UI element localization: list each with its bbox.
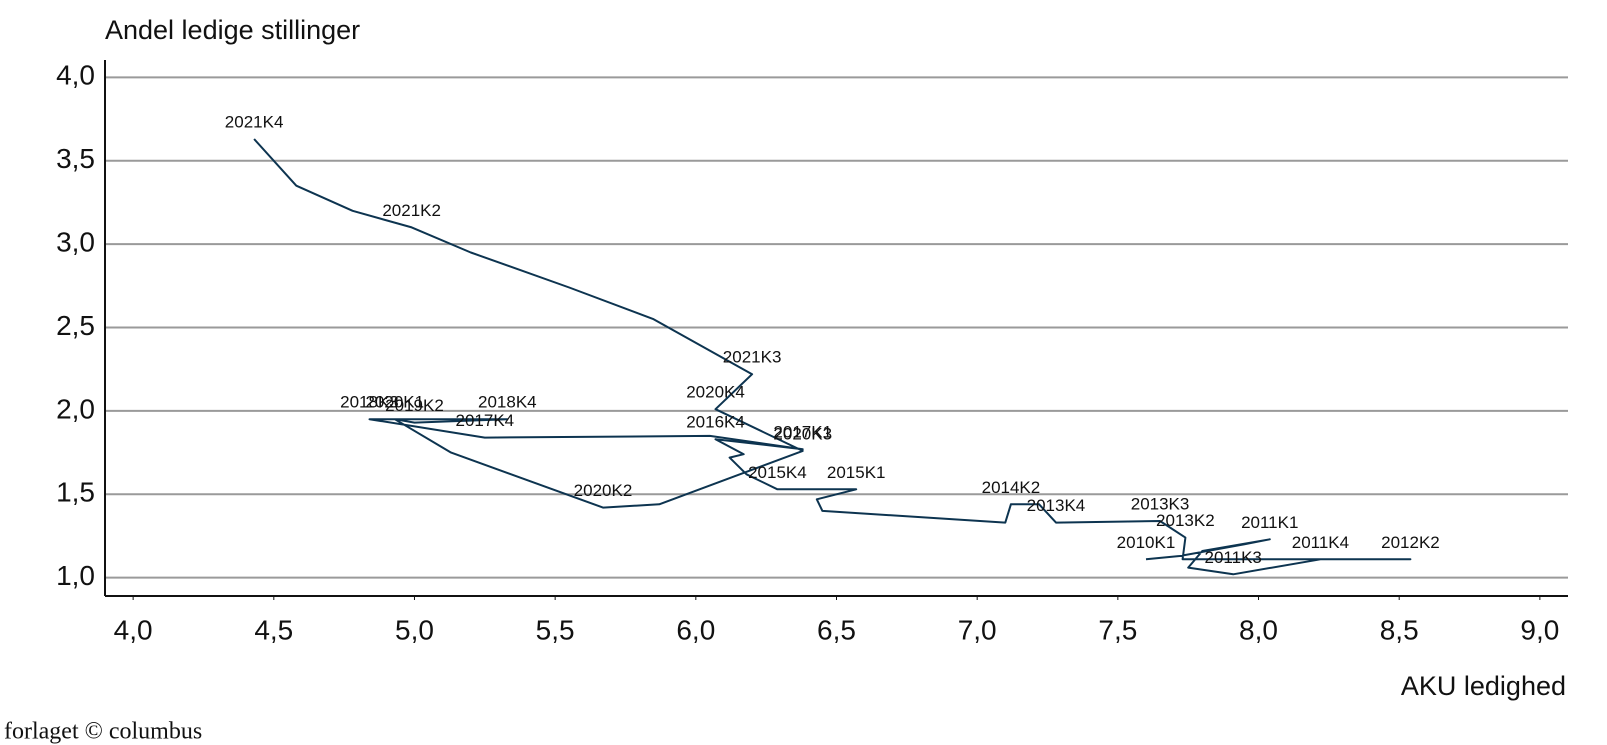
- point-label: 2018K3: [340, 393, 399, 412]
- point-label: 2020K3: [773, 424, 832, 443]
- point-label: 2020K4: [686, 383, 745, 402]
- x-axis-title: AKU ledighed: [1401, 671, 1566, 701]
- y-axis-title: Andel ledige stillinger: [105, 15, 360, 45]
- point-label: 2017K4: [456, 411, 515, 430]
- point-label: 2021K4: [225, 113, 284, 132]
- point-label: 2015K1: [827, 463, 886, 482]
- y-tick-label: 3,5: [56, 143, 95, 174]
- point-label: 2014K2: [982, 478, 1041, 497]
- x-tick-label: 4,5: [254, 614, 293, 645]
- y-tick-label: 1,0: [56, 560, 95, 591]
- point-label: 2012K2: [1381, 533, 1440, 552]
- point-label: 2021K3: [723, 348, 782, 367]
- y-tick-label: 3,0: [56, 227, 95, 258]
- point-label: 2016K4: [686, 413, 745, 432]
- y-tick-label: 2,0: [56, 393, 95, 424]
- x-tick-label: 6,0: [676, 614, 715, 645]
- x-tick-label: 8,5: [1380, 614, 1419, 645]
- y-tick-label: 4,0: [56, 60, 95, 91]
- y-tick-label: 1,5: [56, 477, 95, 508]
- point-label: 2019K2: [385, 396, 444, 415]
- x-tick-label: 7,5: [1098, 614, 1137, 645]
- point-label: 2017K1: [773, 423, 832, 442]
- point-label: 2020K1: [365, 393, 424, 412]
- curve: [253, 138, 1412, 576]
- point-label: 2011K4: [1292, 533, 1349, 552]
- point-label: 2021K2: [382, 201, 441, 220]
- point-label: 2011K3: [1205, 548, 1262, 567]
- point-label: 2010K1: [1117, 533, 1176, 552]
- x-tick-label: 5,5: [536, 614, 575, 645]
- x-tick-label: 7,0: [958, 614, 997, 645]
- point-label: 2011K1: [1241, 513, 1298, 532]
- x-tick-label: 6,5: [817, 614, 856, 645]
- x-tick-label: 4,0: [114, 614, 153, 645]
- point-label: 2018K4: [478, 393, 537, 412]
- x-tick-label: 9,0: [1520, 614, 1559, 645]
- point-label: 2013K4: [1027, 496, 1086, 515]
- footer: forlaget © columbus: [4, 719, 202, 745]
- y-tick-label: 2,5: [56, 310, 95, 341]
- point-label: 2013K2: [1156, 511, 1215, 530]
- point-label: 2013K3: [1131, 494, 1190, 513]
- point-label: 2020K2: [574, 481, 633, 500]
- x-tick-label: 8,0: [1239, 614, 1278, 645]
- x-tick-label: 5,0: [395, 614, 434, 645]
- point-label: 2015K4: [748, 463, 807, 482]
